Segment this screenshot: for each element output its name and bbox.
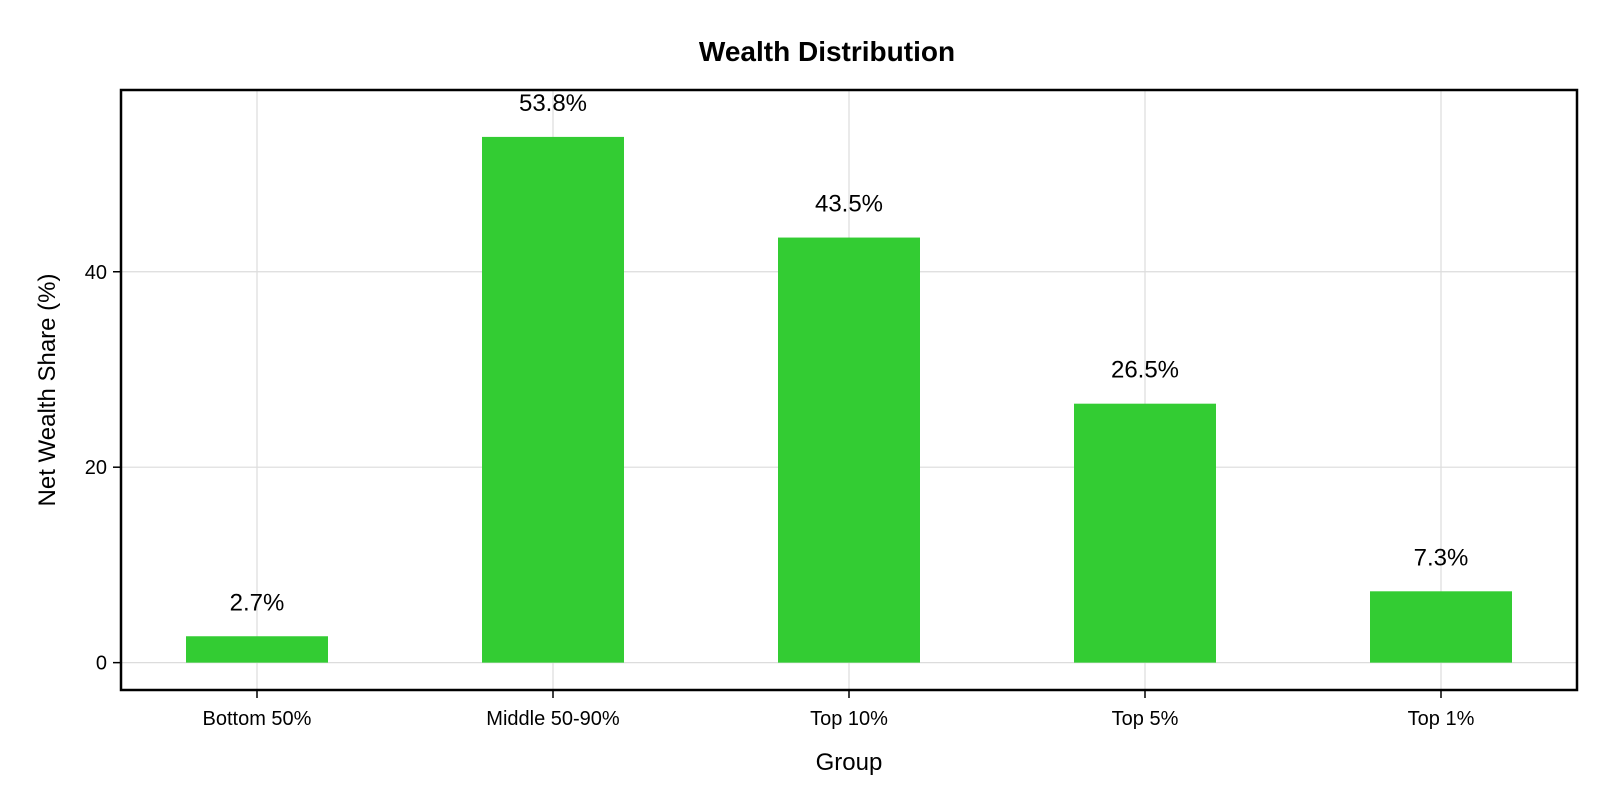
bar-value-label: 7.3%: [1414, 544, 1469, 571]
y-tick-label: 20: [85, 457, 107, 479]
x-tick-label: Bottom 50%: [203, 708, 312, 730]
bar-value-label: 53.8%: [519, 90, 587, 117]
bar: [778, 237, 920, 663]
y-tick-label: 40: [85, 262, 107, 284]
x-tick-label: Middle 50-90%: [486, 708, 620, 730]
chart-title: Wealth Distribution: [699, 36, 955, 67]
bar-value-label: 2.7%: [230, 589, 285, 616]
x-axis-label: Group: [816, 749, 883, 776]
bar: [186, 636, 328, 663]
data-label-layer: 2.7% 53.8% 43.5% 26.5% 7.3%: [230, 90, 1469, 616]
x-tick-label: Top 5%: [1112, 708, 1179, 730]
x-tick-label: Top 1%: [1408, 708, 1475, 730]
bar-value-label: 26.5%: [1111, 357, 1179, 384]
bar-value-label: 43.5%: [815, 191, 883, 218]
bar-layer: [186, 136, 1512, 663]
bar: [482, 136, 624, 663]
plot-frame: [119, 88, 1579, 692]
tick-layer: Bottom 50% Middle 50-90% Top 10% Top 5% Top …: [85, 262, 1475, 730]
x-tick-label: Top 10%: [810, 708, 888, 730]
y-tick-label: 0: [96, 653, 107, 675]
y-axis-label: Net Wealth Share (%): [34, 274, 61, 507]
bar: [1074, 403, 1216, 663]
bar: [1370, 591, 1512, 663]
